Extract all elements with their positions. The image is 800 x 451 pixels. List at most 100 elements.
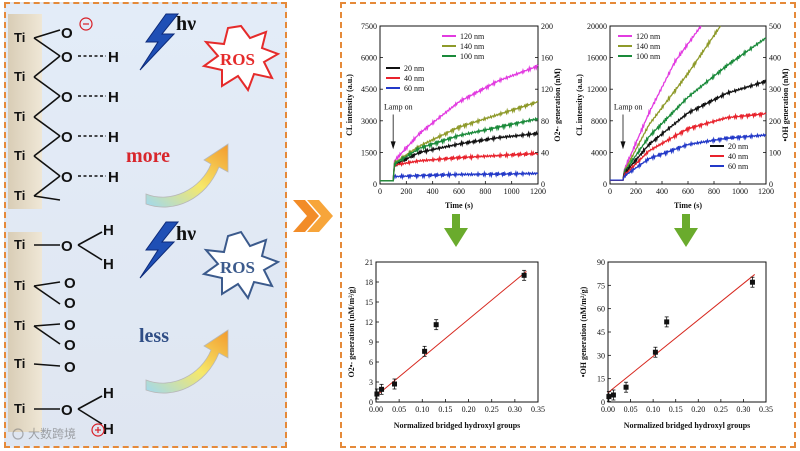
y-tick-label: 45 — [597, 328, 605, 337]
y-tick-label: 3000 — [361, 117, 377, 126]
x-tick-label: 0.20 — [462, 405, 476, 414]
y2-tick-label: 200 — [769, 117, 781, 126]
hv-label-bottom: hν — [176, 223, 196, 245]
fit-line — [607, 274, 756, 394]
legend-label: 100 nm — [636, 52, 661, 61]
tio2-surface-top — [8, 14, 42, 209]
less-label: less — [139, 325, 169, 347]
x-tick-label: 400 — [427, 187, 439, 196]
o-label: O — [64, 295, 76, 312]
series-line-60nm — [380, 169, 539, 182]
x-tick-label: 600 — [453, 187, 465, 196]
series-line-40nm — [380, 149, 539, 182]
data-point — [379, 386, 385, 392]
o-label: O — [61, 402, 73, 419]
lamp-on-label: Lamp on — [614, 103, 643, 112]
lamp-on-label: Lamp on — [384, 103, 413, 112]
h-label: H — [103, 385, 114, 402]
x-tick-label: 200 — [630, 187, 642, 196]
data-point — [606, 394, 612, 400]
x-tick-label: 0 — [378, 187, 382, 196]
tio2-surface-bottom — [8, 232, 42, 432]
double-chevron-arrow-icon — [293, 200, 333, 232]
y2-tick-label: 200 — [541, 22, 553, 31]
o-label: O — [61, 49, 73, 66]
x-tick-label: 0.30 — [736, 405, 750, 414]
h-label: H — [108, 169, 119, 186]
watermark-logo: 大数跨境 — [12, 426, 76, 441]
x-tick-label: 1200 — [530, 187, 546, 196]
o-label: O — [61, 169, 73, 186]
x-tick-label: 0.25 — [485, 405, 499, 414]
y-tick-label: 6000 — [361, 54, 377, 63]
curved-arrow-less-icon — [145, 329, 229, 394]
x-tick-label: 400 — [656, 187, 668, 196]
x-tick-label: 0 — [608, 187, 612, 196]
ti-label: Ti — [14, 109, 25, 124]
x-tick-label: 0.35 — [531, 405, 545, 414]
legend-label: 40 nm — [404, 74, 425, 83]
y2-tick-label: 300 — [769, 85, 781, 94]
y-tick-label: 1500 — [361, 148, 377, 157]
more-label: more — [126, 145, 170, 167]
x-tick-label: 1000 — [504, 187, 520, 196]
h-label: H — [103, 421, 114, 438]
y2-tick-label: 120 — [541, 85, 553, 94]
x-tick-label: 0.10 — [415, 405, 429, 414]
data-point — [623, 384, 629, 390]
o-label: O — [64, 317, 76, 334]
y-tick-label: 12 — [365, 318, 373, 327]
y-tick-label: 9 — [369, 338, 373, 347]
lamp-on-arrowhead — [390, 141, 396, 150]
y2-axis-label: O2•- generation (nM) — [553, 68, 562, 142]
surface-scheme: Ti Ti Ti Ti Ti O O O O O — [8, 13, 281, 441]
watermark-text: 大数跨境 — [28, 426, 76, 441]
y-tick-label: 21 — [365, 258, 373, 267]
data-point — [521, 272, 527, 278]
y-tick-label: 18 — [365, 278, 373, 287]
series-line-60nm — [610, 132, 767, 181]
x-tick-label: 0.30 — [508, 405, 522, 414]
y-tick-label: 12000 — [587, 85, 607, 94]
lamp-on-arrowhead — [620, 141, 626, 150]
curved-arrow-more-icon — [145, 143, 229, 208]
ti-label: Ti — [14, 69, 25, 84]
hydrogen-bonds-top — [78, 55, 106, 177]
x-tick-label: 0.10 — [646, 405, 660, 414]
ti-column-bottom: Ti Ti Ti Ti Ti — [14, 237, 25, 416]
legend-label: 20 nm — [728, 142, 749, 151]
y-tick-label: 4500 — [361, 85, 377, 94]
y-tick-label: 4000 — [591, 148, 607, 157]
ti-label: Ti — [14, 237, 25, 252]
y-tick-label: 90 — [597, 258, 605, 267]
x-tick-label: 0.35 — [759, 405, 773, 414]
legend-label: 60 nm — [728, 162, 749, 171]
legend-label: 140 nm — [460, 42, 485, 51]
y-tick-label: 15 — [365, 298, 373, 307]
x-tick-label: 0.05 — [624, 405, 638, 414]
series-line-120nm — [380, 64, 539, 182]
y-tick-label: 0 — [601, 398, 605, 407]
legend-label: 20 nm — [404, 64, 425, 73]
ti-label: Ti — [14, 30, 25, 45]
x-tick-label: 1000 — [732, 187, 748, 196]
y-tick-label: 15 — [597, 375, 605, 384]
x-tick-label: 800 — [479, 187, 491, 196]
bottom-bonds — [33, 231, 103, 425]
y2-axis-label: •OH generation (nM) — [781, 68, 790, 141]
chart-1: 0 200 400 600 800 1000 12000150030004500600075… — [345, 22, 562, 210]
y2-tick-label: 160 — [541, 54, 553, 63]
ros-burst-bottom-icon: ROS — [201, 230, 281, 301]
y-tick-label: 0 — [373, 180, 377, 189]
y-tick-label: 75 — [597, 281, 605, 290]
plot-frame — [375, 261, 539, 403]
data-point — [749, 279, 755, 285]
fit-line — [375, 270, 527, 397]
data-point — [392, 381, 398, 387]
y-tick-label: 6 — [369, 358, 373, 367]
x-tick-label: 600 — [682, 187, 694, 196]
legend-label: 40 nm — [728, 152, 749, 161]
y2-tick-label: 400 — [769, 54, 781, 63]
o-label: O — [61, 25, 73, 42]
ti-column-top: Ti Ti Ti Ti Ti — [14, 30, 25, 203]
